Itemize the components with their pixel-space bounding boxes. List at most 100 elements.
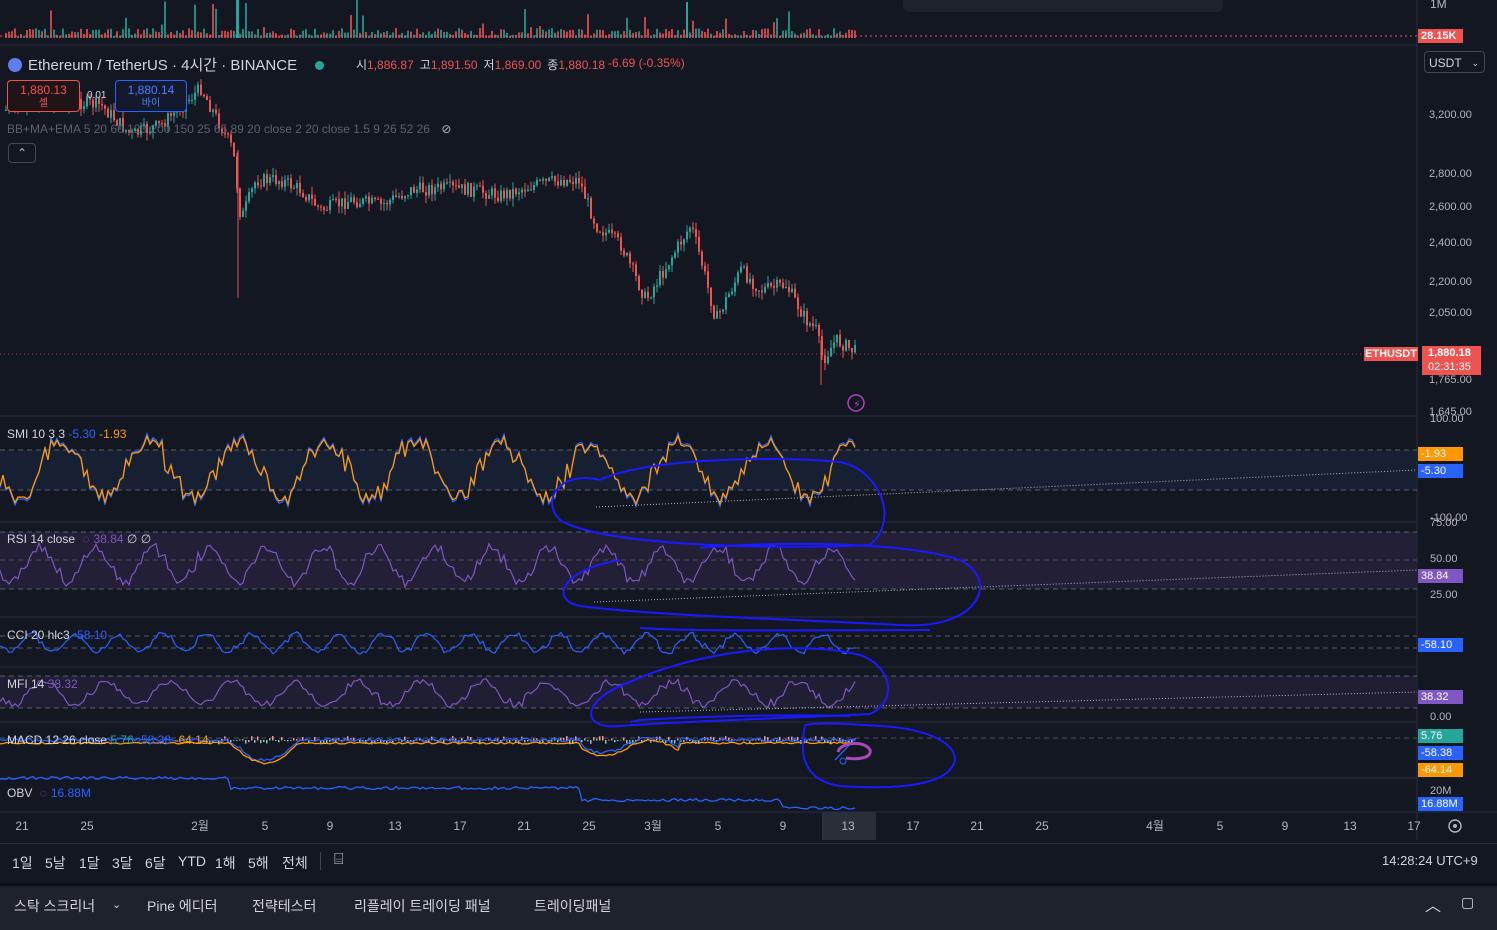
drawing-toolbar[interactable]: [903, 0, 1223, 12]
mfi-legend[interactable]: MFI 14 38.32: [7, 677, 78, 691]
currency-select[interactable]: USDT ⌄: [1424, 51, 1485, 73]
timeframe-button[interactable]: 3달: [112, 855, 133, 871]
macd-signal-tag: -64.14: [1418, 763, 1463, 777]
panel-tab[interactable]: 트레이딩패널: [534, 898, 612, 914]
chevron-up-icon[interactable]: ︿: [1425, 898, 1442, 915]
time-tick: 21: [15, 819, 29, 833]
clock-timezone[interactable]: 14:28:24 UTC+9: [1382, 853, 1478, 868]
panel-tab[interactable]: 스탁 스크리너: [14, 898, 96, 914]
rsi-axis-tick: 50.00: [1430, 553, 1458, 565]
timeframe-button[interactable]: 6달: [145, 855, 166, 871]
panel-tab[interactable]: 전략테스터: [252, 898, 317, 914]
smi-value-tag: -5.30: [1418, 464, 1463, 478]
rsi-value-tag: 38.84: [1418, 569, 1463, 583]
panel-tab[interactable]: Pine 에디터: [147, 898, 218, 914]
collapse-legend-button[interactable]: ⌃: [8, 143, 36, 163]
cci-line: [0, 631, 856, 656]
time-tick: 13: [1343, 819, 1357, 833]
timeframe-button[interactable]: YTD: [178, 853, 206, 869]
timeframe-button[interactable]: 5해: [248, 855, 269, 871]
time-tick: 3월: [644, 819, 662, 833]
purple-annotation: [836, 742, 872, 761]
volume-axis-label: 1M: [1430, 0, 1447, 11]
price-tick: 2,800.00: [1429, 168, 1472, 180]
time-tick: 25: [582, 819, 596, 833]
ohlc-고: 고1,891.50: [419, 58, 478, 72]
alert-icon: [847, 394, 865, 412]
time-axis: 21 25 2월 5 9 13 17 21 25 3월 5 9 13 17 21 25 4월 5 9 13 17: [15, 819, 1421, 833]
hand-drawn-annotations: [551, 458, 981, 789]
symbol-title[interactable]: Ethereum / TetherUS · 4시간 · BINANCE: [8, 54, 325, 75]
buy-button[interactable]: 1,880.14 바이: [115, 80, 187, 112]
timeframe-button[interactable]: 1해: [215, 855, 236, 871]
macd-line-tag: -58.38: [1418, 746, 1463, 760]
cci-value-tag: -58.10: [1418, 638, 1463, 652]
obv-axis-label: 20M: [1430, 785, 1452, 797]
ohlc-시: 시1,886.87: [356, 58, 414, 72]
panel-tab[interactable]: 리플레이 트레이딩 패널: [354, 898, 491, 914]
maximize-icon[interactable]: ▢: [1461, 894, 1475, 910]
ohlc-저: 저1,869.00: [483, 58, 542, 72]
rsi-settings-icon: ◌: [82, 532, 90, 546]
indicator-legend[interactable]: BB+MA+EMA 5 20 60 120 200 150 25 65 89 2…: [7, 122, 452, 136]
rsi-axis-tick: 25.00: [1430, 589, 1458, 601]
macd-hist-tag: 5.76: [1418, 729, 1463, 743]
eye-hidden-icon[interactable]: ⊘: [441, 122, 452, 136]
market-status-icon: [315, 61, 325, 70]
mfi-axis-zero: 0.00: [1430, 711, 1452, 723]
time-tick: 5: [1217, 819, 1224, 833]
settings-gear-icon: [1448, 819, 1462, 833]
mfi-value-tag: 38.32: [1418, 690, 1463, 704]
time-tick: 25: [1035, 819, 1049, 833]
chart-canvas[interactable]: ⚡ 21 25 2월 5 9 13 17 21 25 3월 5 9 13 17 21 25 4월 5 9 13 17: [0, 0, 1497, 843]
time-tick: 2월: [191, 819, 209, 833]
ethereum-logo-icon: [8, 58, 22, 72]
rsi-line: [0, 541, 856, 589]
smi-axis-top: 100.00: [1430, 413, 1464, 425]
time-tick: 5: [262, 819, 269, 833]
timeframe-button[interactable]: 1일: [12, 855, 33, 871]
time-tick: 9: [1282, 819, 1289, 833]
timeframe-button[interactable]: 1달: [79, 855, 100, 871]
time-tick: 5: [715, 819, 722, 833]
obv-line: [0, 775, 856, 811]
price-tick: 2,050.00: [1429, 307, 1472, 319]
spread: 0.01: [87, 90, 107, 101]
timeframe-toolbar: 1일 5날 1달 3달 6달 YTD 1해 5해 전체 ⌸ 14:28:24 UTC+9: [0, 843, 1497, 880]
last-price-tag: 1,880.18 02:31:35: [1422, 346, 1481, 375]
price-tick: 2,600.00: [1429, 201, 1472, 213]
time-tick: 17: [906, 819, 920, 833]
last-price-symbol-tag: ETHUSDT: [1364, 347, 1418, 361]
sell-button[interactable]: 1,880.13 셀: [7, 80, 80, 112]
ohlc-values: 시1,886.87 고1,891.50 저1,869.00 종1,880.18: [356, 56, 611, 73]
ohlc-종: 종1,880.18: [547, 58, 606, 72]
time-tick: 13: [841, 819, 855, 833]
smi-axis-bottom: -100.00: [1430, 512, 1468, 524]
timeframe-button[interactable]: 5날: [45, 855, 66, 871]
smi-legend[interactable]: SMI 10 3 3 -5.30 -1.93: [7, 427, 127, 441]
price-tick: 2,400.00: [1429, 237, 1472, 249]
calendar-range-icon[interactable]: ⌸: [334, 851, 344, 868]
volume-value-tag: 28.15K: [1418, 29, 1463, 43]
time-axis-highlight: [822, 812, 876, 840]
time-tick: 25: [80, 819, 94, 833]
mfi-trendline: [639, 691, 1418, 713]
obv-settings-icon: ◌: [39, 786, 47, 800]
price-tick: 3,200.00: [1429, 109, 1472, 121]
macd-legend[interactable]: MACD 12 26 close 5.76 -58.38 -64.14: [7, 733, 209, 747]
macd-signal-line: [0, 739, 856, 765]
smi-signal-line: [0, 433, 856, 507]
mfi-line: [0, 678, 856, 709]
obv-value-tag: 16.88M: [1418, 797, 1463, 811]
time-tick: 21: [517, 819, 531, 833]
chevron-down-icon[interactable]: ⌄: [112, 899, 122, 911]
macd-line: [0, 737, 857, 762]
smi-trendline: [595, 469, 1418, 508]
obv-legend[interactable]: OBV ◌ 16.88M: [7, 786, 91, 800]
rsi-legend[interactable]: RSI 14 close ◌ 38.84 ∅ ∅: [7, 532, 152, 546]
cci-legend[interactable]: CCI 20 hlc3 -58.10: [7, 628, 108, 642]
time-tick: 9: [780, 819, 787, 833]
timeframe-button[interactable]: 전체: [282, 855, 308, 871]
price-change: -6.69 (-0.35%): [608, 56, 685, 70]
time-tick: 9: [327, 819, 334, 833]
